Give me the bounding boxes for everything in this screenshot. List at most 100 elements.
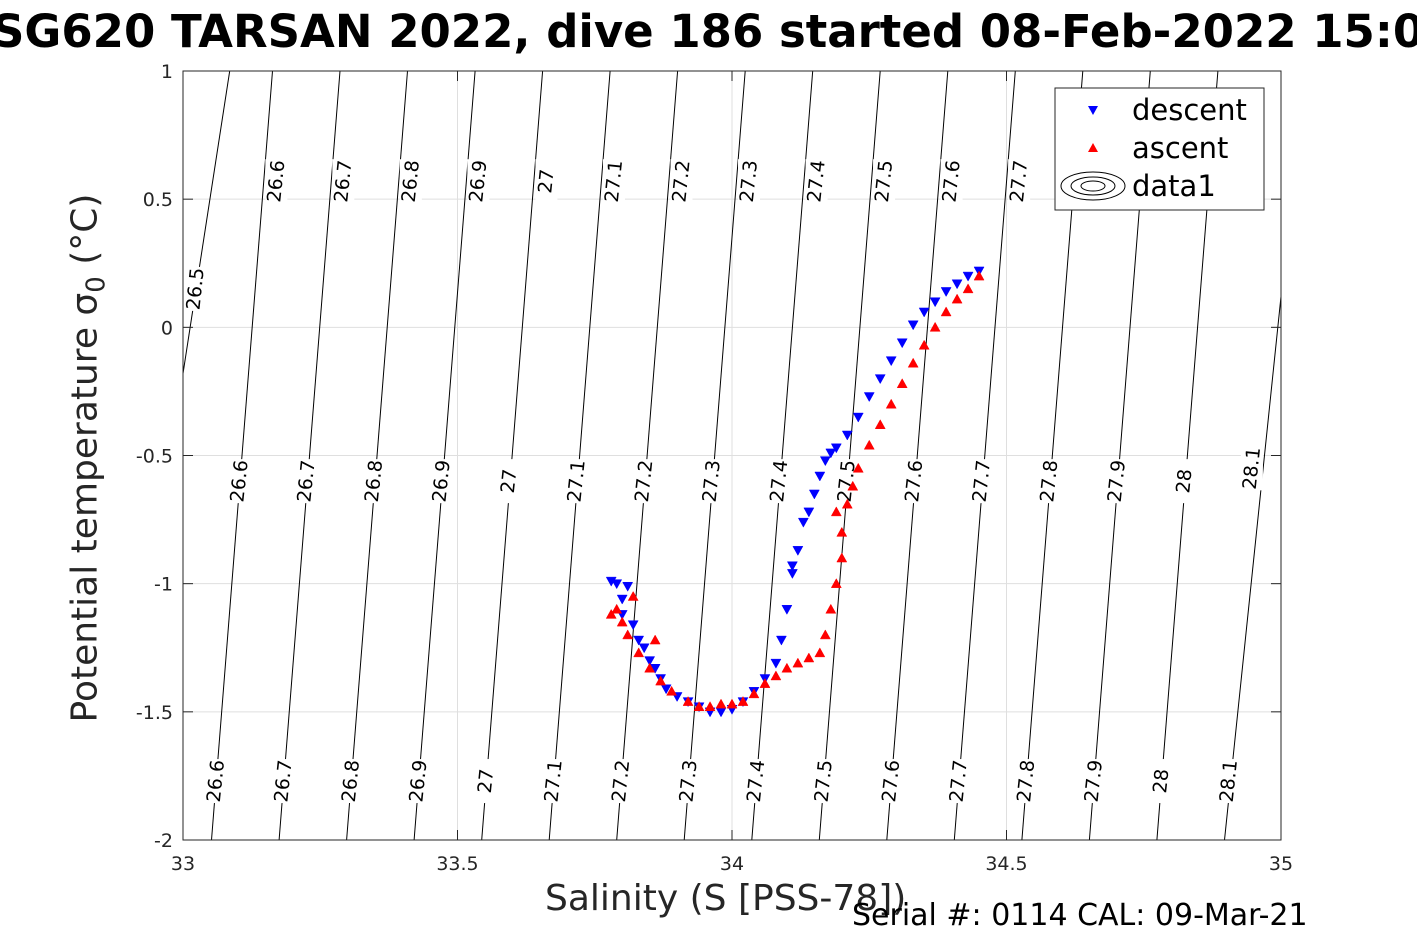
- contour-label-bg: [1082, 759, 1105, 804]
- contour-label-bg: [805, 159, 828, 204]
- contour-label-bg: [812, 759, 835, 804]
- ascent-point: [847, 480, 859, 491]
- contour-label: 26.9: [405, 759, 431, 803]
- contour-label: 28.1: [1239, 446, 1265, 490]
- contour-label: 27.2: [631, 459, 657, 503]
- contour-label-bg: [677, 759, 700, 804]
- contour-label-bg: [1015, 759, 1038, 804]
- density-contours: [183, 71, 1281, 840]
- ascent-point: [836, 526, 848, 537]
- descent-point: [781, 605, 793, 615]
- contour-label-bg: [363, 459, 386, 504]
- ascent-point: [863, 439, 875, 450]
- legend-ascent-marker: [1088, 143, 1098, 152]
- contour-label: 27.4: [766, 459, 792, 503]
- contour-label: 27.5: [871, 159, 897, 203]
- contour-line: [413, 71, 476, 840]
- contour-label-bg: [475, 759, 498, 804]
- descent-point: [611, 579, 623, 590]
- ascent-point: [803, 652, 815, 663]
- descent-point: [830, 443, 842, 454]
- descent-point: [918, 307, 930, 318]
- ascent-point: [841, 498, 853, 509]
- contour-label-bg: [602, 159, 625, 204]
- legend: descent ascent data1: [1054, 87, 1265, 211]
- descent-point: [633, 635, 645, 646]
- ascent-point: [836, 552, 848, 563]
- contour-label-bg: [903, 459, 926, 504]
- contour-label-bg: [738, 159, 761, 204]
- ascent-point: [929, 321, 941, 332]
- descent-point: [841, 430, 853, 441]
- contour-label-bg: [265, 159, 288, 204]
- descent-point: [874, 374, 886, 385]
- ascent-point: [885, 398, 897, 409]
- y-axis-label: Potential temperature σ0 (°C): [64, 193, 112, 723]
- contour-label-bg: [1173, 459, 1196, 504]
- ascent-point: [704, 701, 716, 711]
- contour-label: 26.9: [465, 159, 491, 203]
- ascent-point: [814, 647, 826, 658]
- contour-label: 27.8: [1036, 459, 1062, 503]
- contour-label: 26.6: [263, 159, 289, 203]
- ascent-point: [649, 634, 661, 645]
- contour-label: 28: [1172, 468, 1196, 494]
- contour-label-bg: [947, 759, 970, 804]
- legend-contour-icon: [1060, 171, 1126, 201]
- descent-point: [644, 656, 656, 667]
- contour-label-bg: [970, 459, 993, 504]
- contour-line: [346, 71, 408, 840]
- x-tick-label: 33.5: [436, 853, 478, 875]
- contour-line: [616, 71, 679, 840]
- legend-label: descent: [1132, 93, 1247, 127]
- contour-label: 26.5: [182, 267, 208, 311]
- contour-label: 26.7: [330, 159, 356, 203]
- y-tick-label: -1.5: [136, 702, 173, 724]
- descent-point: [962, 271, 974, 282]
- contour-label: 27.7: [1006, 159, 1032, 203]
- ascent-point: [622, 629, 634, 640]
- legend-contour-ring: [1070, 176, 1116, 196]
- chart-title: SG620 TARSAN 2022, dive 186 started 08-F…: [0, 5, 1417, 58]
- ascent-point: [759, 678, 771, 688]
- x-tick-label: 33: [171, 853, 195, 875]
- contour-label: 27.4: [803, 159, 829, 203]
- contour-label: 26.7: [270, 759, 296, 803]
- contour-label: 26.8: [338, 759, 364, 803]
- contour-label-bg: [835, 459, 858, 504]
- descent-point: [885, 356, 897, 367]
- y-tick-label: 0.5: [143, 189, 173, 211]
- contour-line: [548, 71, 611, 840]
- ascent-point: [666, 685, 678, 696]
- contour-label-bg: [1105, 459, 1128, 504]
- ascent-point: [896, 378, 908, 388]
- contour-label-bg: [272, 759, 295, 804]
- ascent-point: [962, 283, 974, 294]
- contour-label: 26.8: [398, 159, 424, 203]
- x-axis-label: Salinity (S [PSS-78]): [545, 878, 907, 919]
- descent-point: [940, 287, 952, 297]
- contour-label-bg: [1038, 459, 1061, 504]
- ascent-point: [825, 603, 837, 614]
- descent-point: [863, 392, 875, 403]
- y-tick-label: -2: [154, 830, 173, 852]
- ascent-point: [726, 698, 738, 709]
- contour-label: 27.6: [938, 159, 964, 203]
- descent-point: [627, 620, 639, 631]
- contour-label: 27: [474, 768, 498, 794]
- contour-label: 26.7: [293, 459, 319, 503]
- contour-label: 26.6: [226, 459, 252, 503]
- contour-label-bg: [873, 159, 896, 204]
- ascent-point: [627, 590, 639, 601]
- ascent-point: [748, 688, 760, 699]
- contour-label-bg: [1150, 759, 1173, 804]
- contour-line: [818, 71, 881, 840]
- ascent-point: [616, 616, 628, 627]
- legend-label: ascent: [1132, 131, 1228, 165]
- contour-label-bg: [670, 159, 693, 204]
- contour-label-bg: [295, 459, 318, 504]
- contour-label: 27.8: [1013, 759, 1039, 803]
- descent-point: [622, 581, 634, 592]
- contour-label: 26.6: [203, 759, 229, 803]
